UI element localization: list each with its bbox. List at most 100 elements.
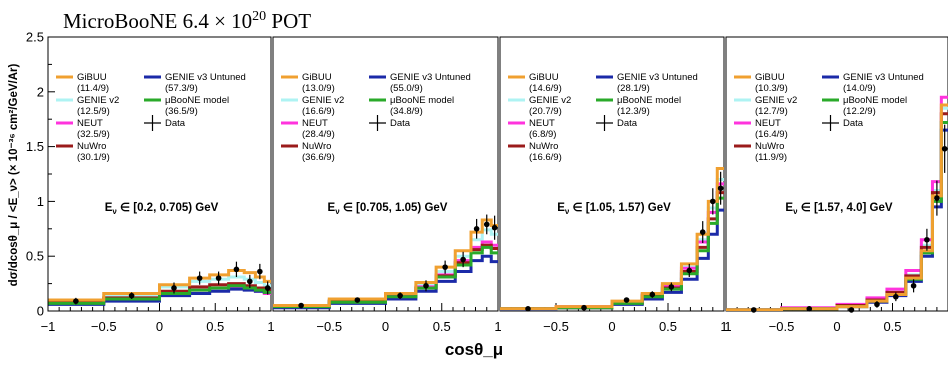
legend-genie3-chi2: (55.0/9) — [390, 83, 423, 94]
legend-gibuu-chi2: (11.4/9) — [77, 83, 109, 94]
data-point — [699, 229, 706, 235]
legend-genie3-label: GENIE v3 Untuned — [390, 72, 471, 83]
legend-genie2-chi2: (16.6/9) — [302, 106, 335, 117]
data-point — [893, 293, 899, 300]
y-tick-label: 1.5 — [26, 139, 44, 154]
data-point — [750, 307, 757, 313]
x-axis-label: cosθ_μ — [445, 340, 503, 359]
x-tick-label: −0.5 — [769, 319, 795, 334]
data-point — [924, 236, 930, 243]
data-point — [397, 292, 403, 299]
legend-ubmodel-label: μBooNE model — [843, 95, 907, 106]
panel-4: 1 −0.5 0 0.5 GiBUU(10.3/9)GENIE v2(12.7/9)NE… — [724, 36, 948, 334]
x-tick-label: 0 — [156, 319, 163, 334]
legend-ubmodel-chi2: (12.2/9) — [843, 106, 876, 117]
legend-neut-chi2: (16.4/9) — [755, 129, 788, 140]
data-point — [73, 298, 79, 304]
series-genie3-line — [500, 208, 724, 311]
legend-neut-chi2: (32.5/9) — [77, 129, 110, 140]
chart-title: MicroBooNE 6.4 × 1020 POT — [63, 9, 311, 33]
panel-3: −0.5 0 0.5 1 GiBUU(14.6/9)GENIE v2(20.7/9)NE… — [499, 36, 728, 334]
legend-data-label: Data — [617, 118, 638, 129]
data-point — [934, 195, 940, 201]
x-tick-label: 0 — [608, 319, 615, 334]
x-tick-label: 1 — [724, 319, 731, 334]
legend-genie3-chi2: (14.0/9) — [843, 83, 876, 94]
legend-genie2-chi2: (20.7/9) — [529, 106, 562, 117]
x-tick-label: 0.5 — [883, 319, 901, 334]
data-point — [686, 267, 693, 274]
legend-neut-label: NEUT — [77, 118, 103, 129]
legend-gibuu-chi2: (14.6/9) — [529, 83, 562, 94]
data-point — [806, 306, 813, 312]
data-point — [196, 275, 203, 281]
data-point — [668, 284, 675, 290]
data-point — [423, 282, 429, 289]
legend-gibuu-chi2: (13.0/9) — [302, 83, 335, 94]
data-point — [710, 198, 716, 205]
x-tick-label: −0.5 — [316, 319, 342, 334]
legend-genie2-chi2: (12.7/9) — [755, 106, 788, 117]
legend-ubmodel-chi2: (34.8/9) — [390, 106, 423, 117]
legend-nuwro-label: NuWro — [77, 141, 106, 152]
data-point — [581, 304, 587, 311]
legend-genie2-label: GENIE v2 — [302, 95, 344, 106]
data-point — [128, 292, 135, 299]
y-axis-label: dσ/dcosθ_μ / <E_ν> (× 10⁻³⁶ cm²/GeV/Ar) — [8, 64, 20, 287]
panel-1: −1 −0.5 0 0.5 1 GiBUU(11.4/9)GENIE v2(12.5/9)… — [41, 36, 275, 334]
legend-genie3-label: GENIE v3 Untuned — [617, 72, 698, 83]
data-point — [483, 221, 490, 228]
y-tick-label: 0.5 — [26, 249, 44, 264]
x-tick-label: 0 — [382, 319, 389, 334]
legend-gibuu-label: GiBUU — [529, 72, 559, 83]
data-point — [298, 302, 304, 309]
legend-genie2-label: GENIE v2 — [755, 95, 797, 106]
data-point — [623, 297, 630, 303]
x-tick-label: 1 — [720, 319, 727, 334]
legend-genie2-chi2: (12.5/9) — [77, 106, 110, 117]
panel-2: −0.5 0 0.5 1 GiBUU(13.0/9)GENIE v2(16.6/9)NE… — [272, 36, 502, 334]
y-axis: 0 0.5 1 1.5 2 2.5 — [26, 30, 55, 319]
energy-bin-label: Eν ∈ [1.57, 4.0] GeV — [785, 202, 892, 216]
data-point — [460, 256, 466, 263]
energy-bin-label: Eν ∈ [1.05, 1.57) GeV — [557, 202, 671, 216]
x-tick-label: −0.5 — [91, 319, 117, 334]
data-point — [264, 285, 271, 291]
legend-nuwro-chi2: (36.6/9) — [302, 152, 335, 163]
legend-genie2-label: GENIE v2 — [77, 95, 119, 106]
y-tick-label: 1 — [37, 194, 44, 209]
data-point — [171, 285, 177, 291]
legend-gibuu-chi2: (10.3/9) — [755, 83, 788, 94]
legend-neut-label: NEUT — [302, 118, 328, 129]
data-point — [442, 264, 448, 270]
legend-genie3-chi2: (28.1/9) — [617, 83, 650, 94]
legend-nuwro-label: NuWro — [302, 141, 331, 152]
data-point — [473, 226, 480, 232]
y-tick-label: 2 — [37, 84, 44, 99]
legend-genie3-chi2: (57.3/9) — [165, 83, 198, 94]
x-tick-label: −0.5 — [543, 319, 569, 334]
legend-neut-label: NEUT — [755, 118, 781, 129]
data-point — [215, 275, 222, 281]
legend-genie3-label: GENIE v3 Untuned — [165, 72, 246, 83]
legend-nuwro-chi2: (16.6/9) — [529, 152, 562, 163]
data-point — [247, 278, 253, 285]
legend-genie2-label: GENIE v2 — [529, 95, 571, 106]
data-point — [874, 301, 880, 308]
series-gibuu-line — [500, 167, 724, 311]
legend-nuwro-label: NuWro — [755, 141, 784, 152]
legend-neut-label: NEUT — [529, 118, 555, 129]
energy-bin-label: Eν ∈ [0.2, 0.705) GeV — [105, 202, 219, 216]
data-point — [525, 306, 531, 312]
y-tick-label: 2.5 — [26, 30, 44, 45]
legend-ubmodel-chi2: (12.3/9) — [617, 106, 650, 117]
legend-nuwro-chi2: (30.1/9) — [77, 152, 110, 163]
energy-bin-label: Eν ∈ [0.705, 1.05) GeV — [328, 202, 448, 216]
legend-ubmodel-chi2: (36.5/9) — [165, 106, 198, 117]
legend-neut-chi2: (28.4/9) — [302, 129, 335, 140]
x-tick-label: 1 — [494, 319, 501, 334]
series-genie2-line — [500, 177, 724, 311]
y-tick-label: 0 — [37, 304, 44, 319]
